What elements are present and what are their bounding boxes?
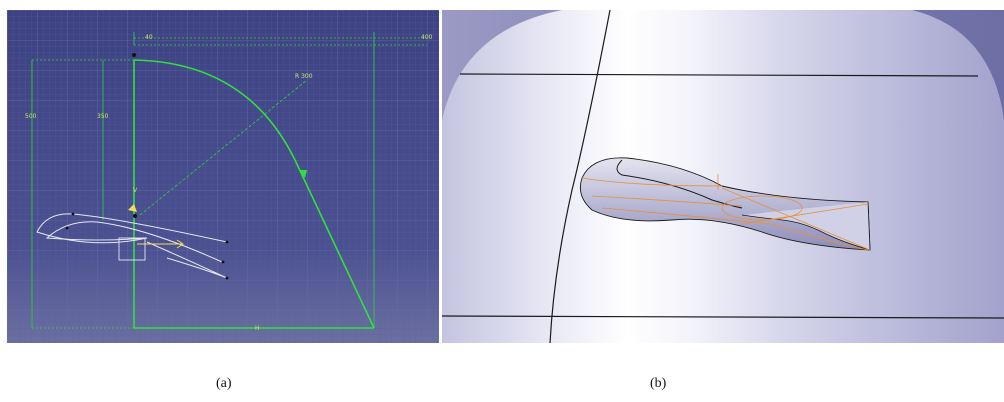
dome-surface xyxy=(442,10,1004,343)
guide-profile[interactable] xyxy=(133,59,375,329)
caption-b: (b) xyxy=(650,376,667,391)
axis-h-marker: H xyxy=(255,325,260,332)
dim-inner-height: 350 xyxy=(97,113,109,120)
caption-a: (a) xyxy=(216,376,232,391)
sketch-view[interactable]: 40 400 500 350 R 300 H V xyxy=(7,10,439,343)
sketch-canvas[interactable]: 40 400 500 350 R 300 H V xyxy=(7,10,439,343)
dim-top-offset: 40 xyxy=(145,34,153,41)
axis-v-marker: V xyxy=(133,187,138,194)
selection-box[interactable] xyxy=(118,237,146,261)
render-canvas[interactable] xyxy=(442,10,1004,343)
dimension-lines xyxy=(31,32,427,329)
swept-feature[interactable] xyxy=(579,157,871,251)
dim-radius: R 300 xyxy=(295,73,313,80)
start-point-marker[interactable] xyxy=(132,53,136,57)
dome-edges xyxy=(442,10,1004,343)
dim-left-height: 500 xyxy=(25,113,37,120)
profile-endpoints xyxy=(65,212,229,280)
sketch-grid-major xyxy=(7,10,439,343)
dim-top-total: 400 xyxy=(421,34,433,41)
render-view[interactable] xyxy=(442,10,1004,343)
direction-arrow-icon xyxy=(299,170,307,178)
constraint-marker-icon xyxy=(128,204,137,218)
sweep-highlight-lines xyxy=(581,174,871,251)
